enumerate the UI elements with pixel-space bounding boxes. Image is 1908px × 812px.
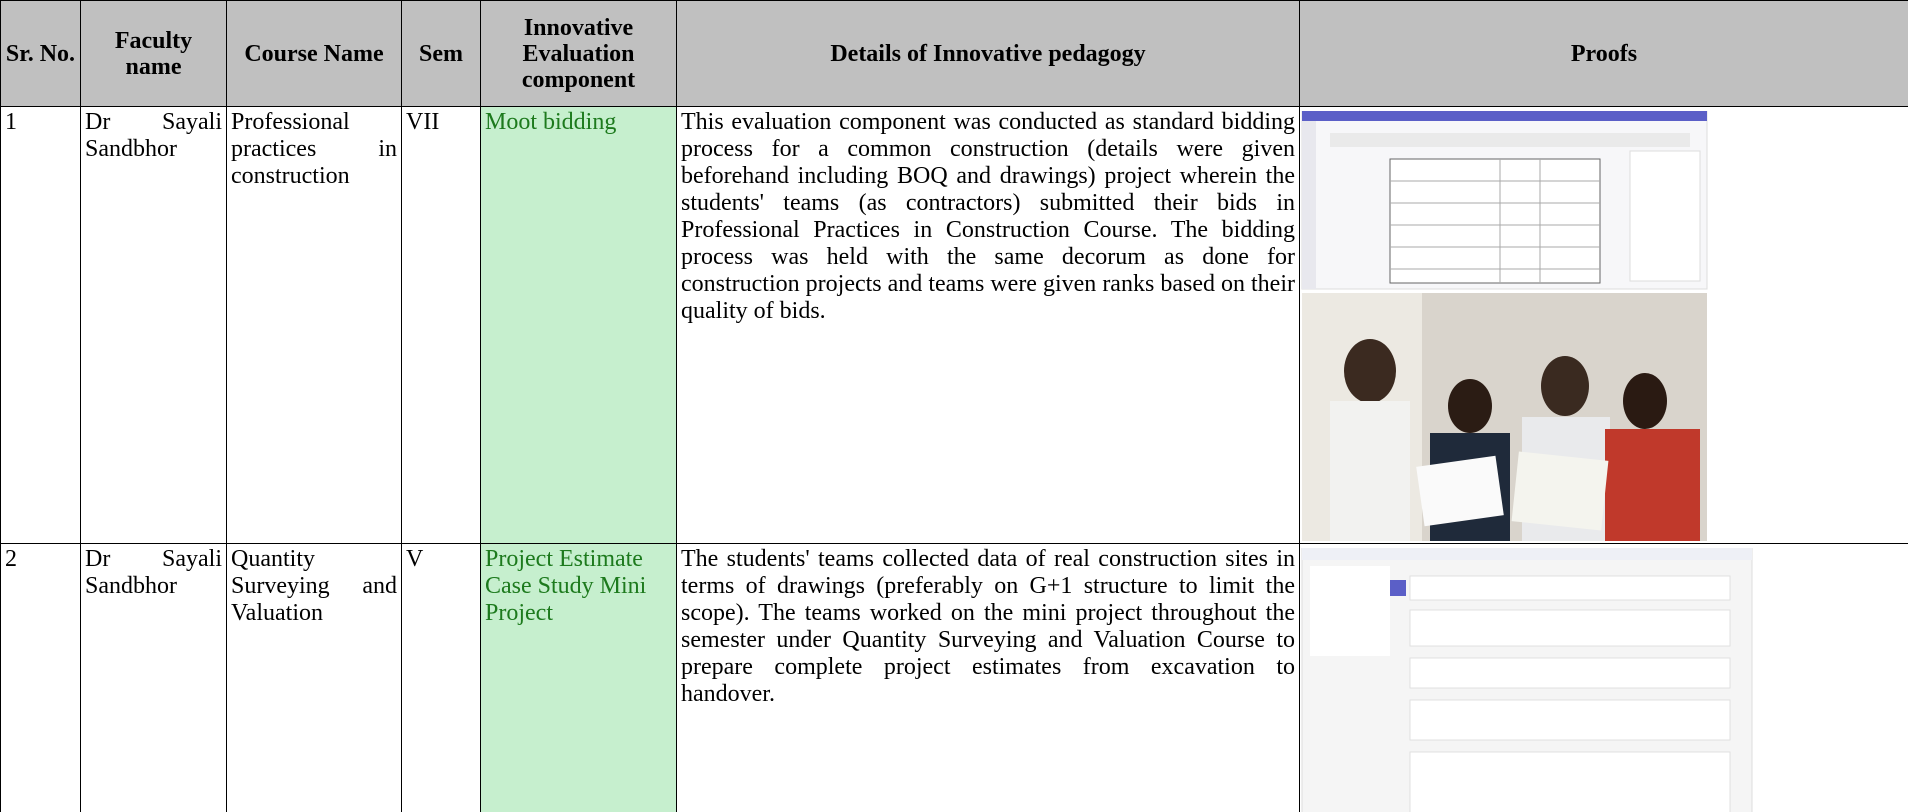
table-row: 1 Dr Sayali Sandbhor Professional practi… — [0, 106, 1908, 544]
screenshot-bar — [1302, 111, 1707, 121]
header-cell: Course Name — [226, 0, 402, 107]
course-cell: Quantity Surveying and Valuation — [226, 543, 402, 812]
person — [1541, 356, 1589, 416]
course-cell: Professional practices in construction — [226, 106, 402, 544]
proof-cell — [1299, 106, 1908, 544]
component-cell: Project Estimate Case Study Mini Project — [480, 543, 677, 812]
document — [1416, 455, 1504, 527]
screenshot-ribbon — [1330, 133, 1690, 147]
table-row: 2 Dr Sayali Sandbhor Quantity Surveying … — [0, 543, 1908, 812]
sem-cell: VII — [401, 106, 481, 544]
sr-cell: 1 — [0, 106, 81, 544]
screenshot-panel — [1629, 150, 1701, 282]
details-cell: The students' teams collected data of re… — [676, 543, 1300, 812]
sem-cell: V — [401, 543, 481, 812]
proof-images — [1301, 548, 1753, 812]
person — [1448, 379, 1492, 433]
document — [1511, 451, 1609, 531]
person — [1605, 429, 1700, 541]
proof-images — [1301, 111, 1708, 541]
person — [1344, 339, 1396, 403]
person — [1623, 373, 1667, 429]
header-cell: Sr. No. — [0, 0, 81, 107]
faculty-cell: Dr Sayali Sandbhor — [80, 106, 227, 544]
sheet-lines — [1390, 159, 1600, 283]
details-cell: This evaluation component was conducted … — [676, 106, 1300, 544]
header-cell: Proofs — [1299, 0, 1908, 107]
header-cell: Innovative Evaluation component — [480, 0, 677, 107]
chat-message — [1409, 751, 1731, 812]
person — [1330, 401, 1410, 541]
avatar — [1390, 580, 1406, 596]
chat-message — [1409, 699, 1731, 741]
proof-cell — [1299, 543, 1908, 812]
header-cell: Sem — [401, 0, 481, 107]
chat-message — [1409, 609, 1731, 647]
faculty-cell: Dr Sayali Sandbhor — [80, 543, 227, 812]
channel-list — [1310, 566, 1390, 656]
screenshot-sidebar — [1302, 121, 1316, 289]
chat-message — [1409, 575, 1731, 601]
sr-cell: 2 — [0, 543, 81, 812]
header-row: Sr. No. Faculty name Course Name Sem Inn… — [0, 0, 1908, 107]
screenshot-sheet — [1389, 158, 1601, 284]
chat-message — [1409, 657, 1731, 689]
header-cell: Details of Innovative pedagogy — [676, 0, 1300, 107]
component-cell: Moot bidding — [480, 106, 677, 544]
screenshot-bar — [1302, 548, 1752, 560]
header-cell: Faculty name — [80, 0, 227, 107]
